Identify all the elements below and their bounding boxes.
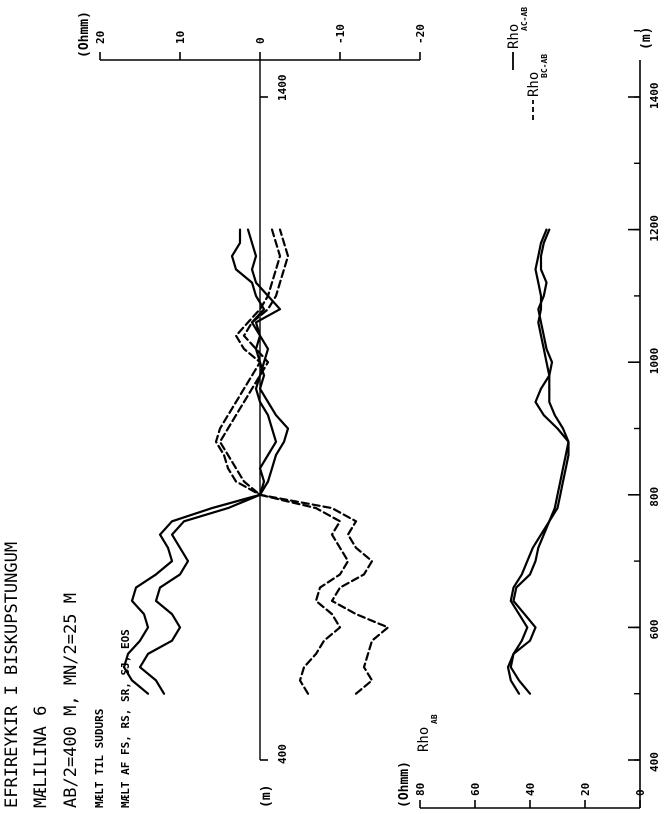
bottom-y-tick-label: 60 bbox=[469, 783, 482, 796]
header-spacing: AB/2=400 M, MN/2=25 M bbox=[61, 593, 81, 808]
top-series-solid-2 bbox=[138, 228, 282, 695]
bottom-x-tick-label: 1000 bbox=[648, 348, 661, 375]
rho-ab-label: Rho bbox=[416, 727, 432, 752]
header-title: EFRIREYKIR I BISKUPSTUNGUM bbox=[2, 542, 22, 808]
top-x-unit: (m) bbox=[259, 785, 274, 808]
difference-panel: 20 10 0 -10 -20 400 1400 (Ohmm) (m) bbox=[77, 11, 427, 808]
bottom-x-tick-label: 600 bbox=[648, 620, 661, 640]
bottom-y-tick-label: 40 bbox=[524, 783, 537, 796]
legend: Rho AC-AB Rho BC-AB bbox=[506, 7, 549, 120]
top-y-tick-label: 20 bbox=[94, 31, 107, 44]
bottom-series bbox=[506, 228, 570, 695]
legend-sub-ac-ab: AC-AB bbox=[520, 7, 529, 31]
top-series-dashed-4 bbox=[214, 228, 390, 695]
rho-ab-sub: AB bbox=[430, 714, 439, 724]
top-y-ticks: 20 10 0 -10 -20 bbox=[94, 24, 427, 60]
bottom-x-ticks: 400 600 800 1000 1200 1400 bbox=[628, 30, 661, 772]
top-y-tick-label: 0 bbox=[254, 37, 267, 44]
top-series-dashed-3 bbox=[218, 228, 350, 695]
bottom-x-tick-label: 1400 bbox=[648, 83, 661, 110]
top-y-unit: (Ohmm) bbox=[77, 11, 92, 58]
top-x-tick-label: 400 bbox=[276, 744, 289, 764]
header-block: EFRIREYKIR I BISKUPSTUNGUM MÆLILINA 6 AB… bbox=[2, 542, 132, 808]
top-y-tick-label: -10 bbox=[334, 24, 347, 44]
legend-sub-bc-ab: BC-AB bbox=[540, 54, 549, 78]
top-x-ticks: 400 1400 bbox=[260, 75, 289, 764]
legend-label-rho-ac-ab: Rho bbox=[506, 24, 522, 49]
header-direction: MÆLT TIL SUDURS bbox=[93, 709, 106, 808]
header-profile: MÆLILINA 6 bbox=[31, 706, 51, 808]
bottom-y-tick-label: 0 bbox=[634, 789, 647, 796]
rho-series-solid-1 bbox=[509, 228, 570, 695]
bottom-y-unit: (Ohmm) bbox=[397, 761, 412, 808]
bottom-x-tick-label: 800 bbox=[648, 487, 661, 507]
bottom-x-tick-label: 1200 bbox=[648, 215, 661, 242]
legend-label-rho-bc-ab: Rho bbox=[526, 72, 542, 97]
bottom-x-unit: (m) bbox=[639, 27, 654, 50]
top-y-tick-label: 10 bbox=[174, 31, 187, 44]
top-series bbox=[122, 228, 390, 695]
bottom-x-tick-label: 400 bbox=[648, 752, 661, 772]
bottom-y-tick-label: 20 bbox=[579, 783, 592, 796]
top-series-solid-1 bbox=[122, 228, 290, 695]
rho-series-solid-2 bbox=[506, 228, 570, 695]
top-y-tick-label: -20 bbox=[414, 24, 427, 44]
bottom-y-tick-label: 80 bbox=[414, 783, 427, 796]
bottom-y-ticks: 80 60 40 20 0 bbox=[414, 783, 647, 808]
header-measured-by: MÆLT AF FS, RS, SR, SJ, EOS bbox=[119, 629, 132, 808]
top-x-tick-label: 1400 bbox=[276, 75, 289, 102]
